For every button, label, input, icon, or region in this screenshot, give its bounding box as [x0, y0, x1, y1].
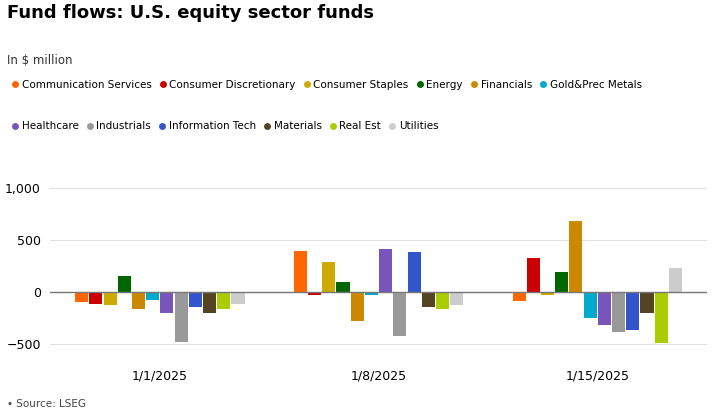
Legend: Healthcare, Industrials, Information Tech, Materials, Real Est, Utilities: Healthcare, Industrials, Information Tec…: [12, 121, 438, 131]
Bar: [231, 292, 244, 304]
Bar: [89, 292, 102, 304]
Bar: [365, 292, 378, 295]
Bar: [293, 252, 307, 292]
Bar: [350, 292, 363, 321]
Bar: [118, 276, 131, 292]
Bar: [104, 292, 117, 305]
Bar: [379, 249, 392, 292]
Bar: [627, 292, 640, 330]
Bar: [394, 292, 407, 337]
Bar: [308, 292, 321, 295]
Text: In $ million: In $ million: [7, 54, 73, 66]
Bar: [640, 292, 653, 313]
Bar: [598, 292, 611, 325]
Bar: [436, 292, 449, 309]
Bar: [612, 292, 625, 332]
Text: Fund flows: U.S. equity sector funds: Fund flows: U.S. equity sector funds: [7, 4, 374, 22]
Bar: [322, 262, 335, 292]
Bar: [555, 272, 568, 292]
Bar: [450, 292, 464, 305]
Bar: [407, 252, 420, 292]
Bar: [203, 292, 216, 313]
Bar: [527, 258, 540, 292]
Text: • Source: LSEG: • Source: LSEG: [7, 399, 87, 409]
Bar: [583, 292, 597, 318]
Bar: [174, 292, 187, 342]
Bar: [513, 292, 526, 301]
Legend: Communication Services, Consumer Discretionary, Consumer Staples, Energy, Financ: Communication Services, Consumer Discret…: [12, 80, 642, 90]
Bar: [189, 292, 202, 307]
Bar: [217, 292, 230, 309]
Bar: [160, 292, 174, 313]
Bar: [541, 292, 554, 295]
Bar: [669, 268, 682, 292]
Bar: [75, 292, 88, 302]
Bar: [132, 292, 145, 309]
Bar: [570, 221, 583, 292]
Bar: [337, 282, 350, 292]
Bar: [146, 292, 159, 300]
Bar: [655, 292, 668, 343]
Bar: [422, 292, 435, 307]
